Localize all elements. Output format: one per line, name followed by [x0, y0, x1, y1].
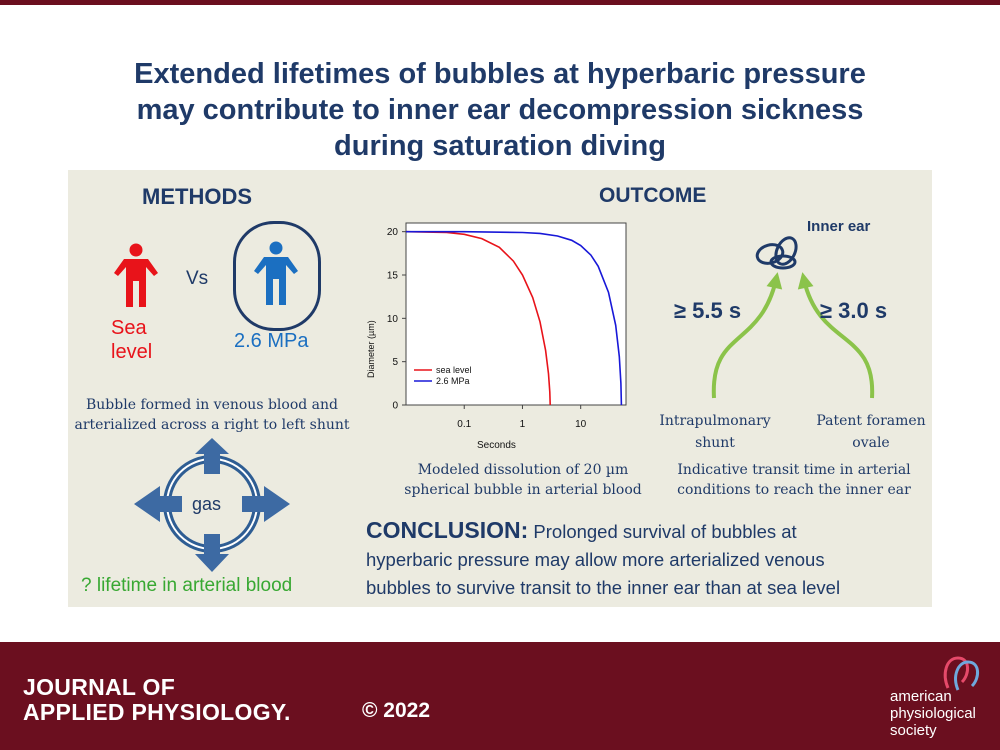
sea-level-line-1: Sea	[111, 317, 147, 339]
y-tick-label-1: 5	[392, 357, 398, 368]
gas-label: gas	[192, 494, 222, 514]
bubble-text-line-2: arterialized across a right to left shun…	[74, 417, 350, 433]
methods-heading: METHODS	[142, 184, 252, 209]
title-line-1: Extended lifetimes of bubbles at hyperba…	[134, 58, 866, 90]
source-left-line-1: Intrapulmonary	[659, 413, 771, 429]
arrow-left-head-icon	[766, 272, 783, 290]
society-logo-icon	[943, 656, 979, 691]
y-tick-label-4: 20	[387, 227, 399, 238]
inner-ear-icon	[755, 236, 798, 270]
transit-time-right: ≥ 3.0 s	[820, 298, 888, 323]
footer-bar: JOURNAL OF APPLIED PHYSIOLOGY. © 2022	[0, 642, 1000, 750]
x-tick-label-0: 0.1	[457, 419, 471, 430]
source-right-line-2: ovale	[852, 435, 890, 451]
lifetime-label: ? lifetime in arterial blood	[81, 575, 293, 596]
expansion-arrows-icon	[134, 438, 290, 572]
source-left-line-2: shunt	[695, 435, 735, 451]
transit-text-line-2: conditions to reach the inner ear	[677, 482, 911, 498]
person-blue-icon	[254, 241, 298, 305]
society-line-1: american	[890, 688, 952, 705]
chart-y-axis: 0 5 10 15 20	[387, 227, 406, 412]
arrow-right-head-icon	[797, 272, 814, 290]
conclusion-line-1: Prolonged survival of bubbles at	[528, 521, 797, 542]
chart-y-label: Diameter (µm)	[366, 320, 376, 378]
sea-level-label: Sea level	[111, 316, 152, 364]
legend-label-0: sea level	[436, 365, 472, 375]
society-name: american physiological society	[890, 688, 976, 739]
transit-arrows	[711, 272, 875, 399]
x-tick-label-2: 10	[575, 419, 587, 430]
series-line-0	[405, 230, 551, 406]
series-line-1	[406, 230, 623, 406]
transit-description: Indicative transit time in arterial cond…	[664, 460, 924, 500]
conclusion-label: CONCLUSION:	[366, 517, 529, 543]
sea-level-line-2: level	[111, 341, 153, 363]
source-right-line-1: Patent foramen	[816, 413, 926, 429]
bubble-text-line-1: Bubble formed in venous blood and	[86, 397, 338, 413]
society-line-2: physiological	[890, 705, 976, 722]
source-left-label: Intrapulmonary shunt	[650, 410, 780, 454]
page-title: Extended lifetimes of bubbles at hyperba…	[60, 56, 940, 164]
source-right-label: Patent foramen ovale	[806, 410, 936, 454]
arrow-right-path	[802, 279, 875, 399]
journal-line-1: JOURNAL OF	[23, 674, 176, 700]
bubble-expansion-diagram	[134, 438, 290, 572]
chart-x-axis: 0.1 1 10	[457, 405, 587, 430]
pressure-label: 2.6 MPa	[234, 330, 309, 352]
society-line-3: society	[890, 722, 937, 739]
y-tick-label-3: 15	[387, 271, 399, 282]
y-tick-label-2: 10	[387, 314, 399, 325]
journal-line-2: APPLIED PHYSIOLOGY.	[23, 699, 291, 725]
inner-ear-label: Inner ear	[807, 218, 871, 235]
copyright-label: © 2022	[362, 699, 431, 722]
conclusion-line-3: bubbles to survive transit to the inner …	[366, 577, 841, 598]
journal-name: JOURNAL OF APPLIED PHYSIOLOGY.	[23, 675, 291, 725]
conclusion-line-2: hyperbaric pressure may allow more arter…	[366, 549, 825, 570]
outcome-heading: OUTCOME	[599, 184, 707, 207]
title-line-3: during saturation diving	[334, 130, 666, 162]
chart-caption-line-1: Modeled dissolution of 20 µm	[417, 462, 629, 478]
chart-series	[405, 230, 623, 406]
title-line-2: may contribute to inner ear decompressio…	[136, 94, 864, 126]
y-tick-label-0: 0	[392, 401, 398, 412]
vs-label: Vs	[186, 268, 209, 289]
top-accent-bar	[0, 0, 1000, 5]
pressure-chamber-outline	[233, 221, 321, 331]
arrow-left-path	[711, 279, 778, 399]
x-tick-label-1: 1	[520, 419, 526, 430]
transit-text-line-1: Indicative transit time in arterial	[677, 462, 911, 478]
conclusion-block: CONCLUSION: Prolonged survival of bubble…	[366, 516, 926, 602]
legend-label-1: 2.6 MPa	[436, 376, 470, 386]
chart-caption-line-2: spherical bubble in arterial blood	[404, 482, 642, 498]
chart-caption: Modeled dissolution of 20 µm spherical b…	[383, 460, 663, 500]
chart-x-label: Seconds	[477, 440, 516, 451]
transit-time-left: ≥ 5.5 s	[674, 298, 742, 323]
bubble-description: Bubble formed in venous blood and arteri…	[72, 395, 352, 435]
person-red-icon	[114, 243, 158, 307]
